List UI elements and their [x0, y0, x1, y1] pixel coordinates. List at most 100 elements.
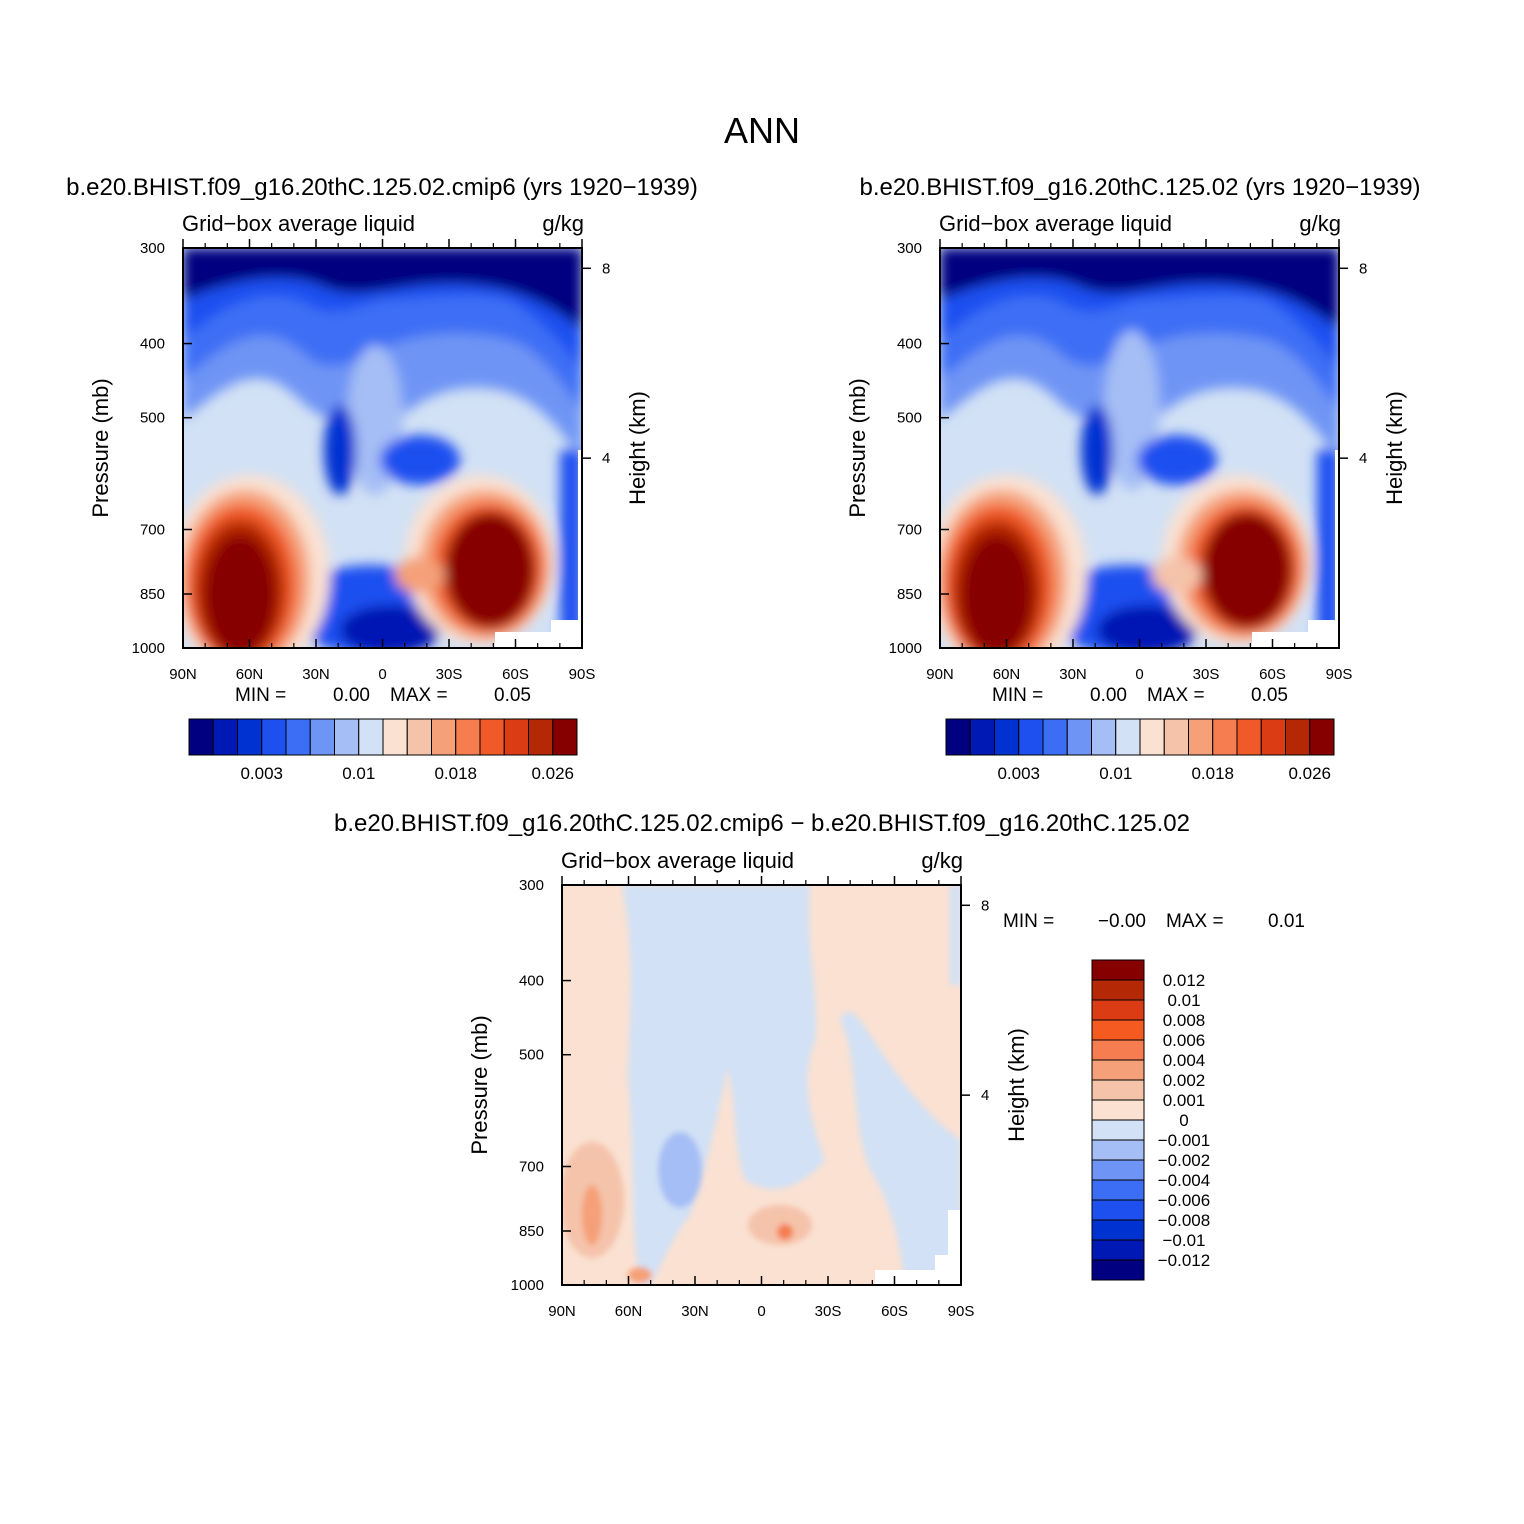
- max-value: 0.05: [1251, 685, 1288, 706]
- panel-subtitle-left: Grid−box average liquid: [182, 211, 415, 236]
- colorbar-box: [479, 718, 505, 756]
- pressure-tick-label: 850: [519, 1223, 544, 1240]
- colorbar-box: [309, 718, 335, 756]
- pressure-tick-label: 400: [897, 336, 922, 353]
- colorbar-label: −0.006: [1158, 1191, 1210, 1210]
- y-axis-label: Pressure (mb): [88, 378, 113, 517]
- lat-tick-label: 0: [378, 666, 386, 683]
- lat-tick-label: 90N: [169, 666, 197, 683]
- colorbar-label: 0.018: [434, 764, 477, 783]
- colorbar-box: [261, 718, 287, 756]
- panel-subtitle-units: g/kg: [1299, 211, 1341, 236]
- colorbar-label: −0.002: [1158, 1151, 1210, 1170]
- pressure-tick-label: 1000: [511, 1277, 544, 1294]
- height-tick-label: 4: [1359, 450, 1367, 467]
- panel-2: b.e20.BHIST.f09_g16.20thC.125.02 (yrs 19…: [845, 174, 1421, 783]
- colorbar-box: [358, 718, 384, 756]
- colorbar-box: [1091, 1199, 1145, 1221]
- colorbar-label: 0.002: [1163, 1071, 1206, 1090]
- colorbar-box: [1066, 718, 1092, 756]
- colorbar: 0.003 0.01 0.018 0.026: [188, 718, 578, 783]
- y-axis-label: Pressure (mb): [845, 378, 870, 517]
- colorbar-box: [1091, 1039, 1145, 1061]
- panel-1: b.e20.BHIST.f09_g16.20thC.125.02.cmip6 (…: [66, 174, 698, 783]
- colorbar-box: [382, 718, 408, 756]
- latitude-ticks: 90N 60N 30N 0 30S 60S 90S: [169, 239, 595, 683]
- colorbar: 0.0120.010.0080.0060.0040.0020.0010−0.00…: [1091, 959, 1210, 1281]
- lat-tick-label: 60S: [502, 666, 529, 683]
- colorbar-label: 0: [1179, 1111, 1188, 1130]
- max-label: MAX =: [1166, 911, 1224, 932]
- colorbar-box: [1091, 1059, 1145, 1081]
- height-tick-label: 8: [602, 260, 610, 277]
- lat-tick-label: 0: [1135, 666, 1143, 683]
- colorbar-label: −0.012: [1158, 1251, 1210, 1270]
- pressure-tick-label: 300: [140, 240, 165, 257]
- height-tick-label: 8: [981, 897, 989, 914]
- pressure-ticks: 300 400 500 700 850 1000 8 4: [511, 877, 990, 1294]
- latitude-ticks: 90N 60N 30N 0 30S 60S 90S: [926, 239, 1352, 683]
- colorbar-box: [1309, 718, 1335, 756]
- colorbar-box: [1091, 1239, 1145, 1261]
- pressure-tick-label: 850: [140, 586, 165, 603]
- colorbar-label: 0.01: [1167, 991, 1200, 1010]
- colorbar-label: −0.01: [1162, 1231, 1205, 1250]
- pressure-tick-label: 700: [897, 522, 922, 539]
- colorbar-box: [1091, 1179, 1145, 1201]
- pressure-tick-label: 700: [519, 1159, 544, 1176]
- lat-tick-label: 0: [757, 1303, 765, 1320]
- colorbar-box: [528, 718, 554, 756]
- colorbar-box: [1091, 1219, 1145, 1241]
- colorbar-box: [1285, 718, 1311, 756]
- colorbar-box: [1091, 979, 1145, 1001]
- height-tick-label: 4: [602, 450, 610, 467]
- panel-subtitle-units: g/kg: [542, 211, 584, 236]
- colorbar-label: 0.008: [1163, 1011, 1206, 1030]
- colorbar: 0.003 0.01 0.018 0.026: [945, 718, 1335, 783]
- colorbar-box: [1091, 1259, 1145, 1281]
- colorbar-box: [212, 718, 238, 756]
- colorbar-box: [1115, 718, 1141, 756]
- lat-tick-label: 90S: [1326, 666, 1353, 683]
- colorbar-box: [503, 718, 529, 756]
- colorbar-box: [1091, 1139, 1145, 1161]
- pressure-tick-label: 1000: [132, 640, 165, 657]
- lat-tick-label: 90N: [926, 666, 954, 683]
- panel-title: b.e20.BHIST.f09_g16.20thC.125.02.cmip6 −…: [334, 810, 1190, 837]
- colorbar-box: [1091, 999, 1145, 1021]
- colorbar-box: [188, 718, 214, 756]
- colorbar-box: [969, 718, 995, 756]
- max-value: 0.05: [494, 685, 531, 706]
- colorbar-label: 0.003: [997, 764, 1040, 783]
- lat-tick-label: 30S: [436, 666, 463, 683]
- colorbar-label: 0.018: [1191, 764, 1234, 783]
- colorbar-box: [334, 718, 360, 756]
- panel-subtitle-left: Grid−box average liquid: [561, 848, 794, 873]
- colorbar-box: [1091, 1119, 1145, 1141]
- colorbar-label: 0.001: [1163, 1091, 1206, 1110]
- colorbar-box: [1091, 1019, 1145, 1041]
- pressure-tick-label: 400: [519, 973, 544, 990]
- pressure-ticks: 300 400 500 700 850 1000 8 4: [889, 240, 1368, 657]
- pressure-tick-label: 850: [897, 586, 922, 603]
- colorbar-box: [1260, 718, 1286, 756]
- max-label: MAX =: [1147, 685, 1205, 706]
- panel-title: b.e20.BHIST.f09_g16.20thC.125.02 (yrs 19…: [859, 174, 1420, 201]
- pressure-tick-label: 700: [140, 522, 165, 539]
- panel-subtitle-left: Grid−box average liquid: [939, 211, 1172, 236]
- lat-tick-label: 60S: [1259, 666, 1286, 683]
- colorbar-label: 0.012: [1163, 971, 1206, 990]
- colorbar-label: 0.026: [531, 764, 574, 783]
- lat-tick-label: 30N: [681, 1303, 709, 1320]
- height-tick-label: 4: [981, 1087, 989, 1104]
- colorbar-label: −0.008: [1158, 1211, 1210, 1230]
- colorbar-label: −0.001: [1158, 1131, 1210, 1150]
- lat-tick-label: 30S: [815, 1303, 842, 1320]
- max-label: MAX =: [390, 685, 448, 706]
- min-value: 0.00: [1090, 685, 1127, 706]
- y-axis-label-right: Height (km): [625, 391, 650, 505]
- colorbar-label: 0.026: [1288, 764, 1331, 783]
- min-value: −0.00: [1098, 911, 1146, 932]
- pressure-tick-label: 300: [897, 240, 922, 257]
